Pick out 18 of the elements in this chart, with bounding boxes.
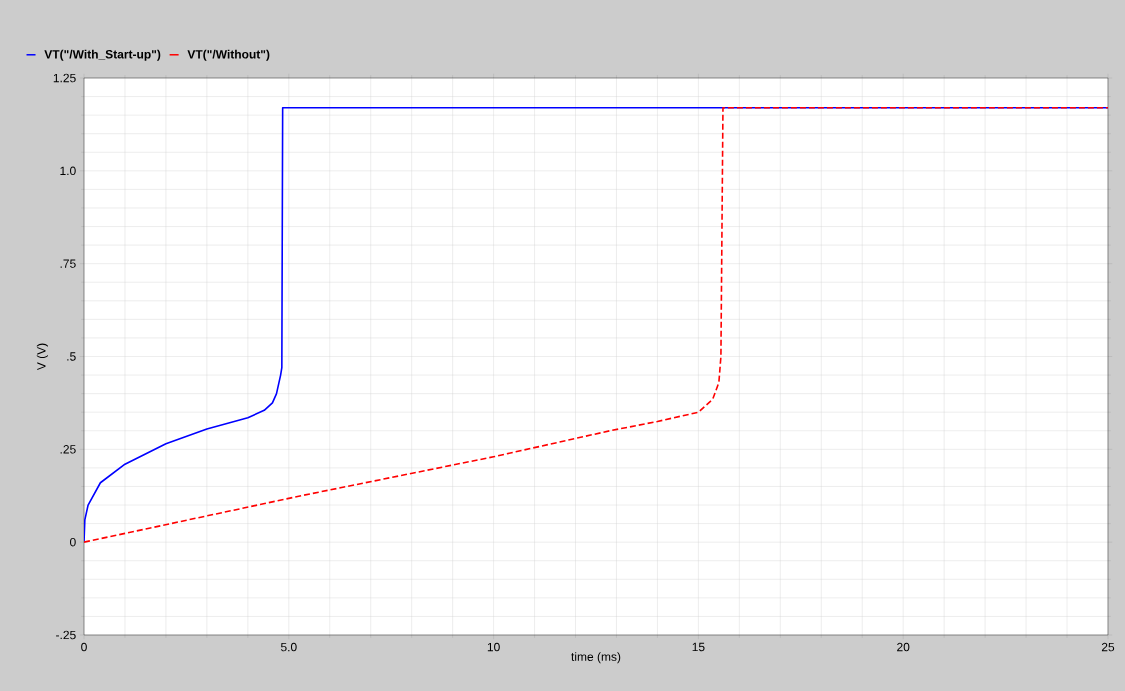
x-axis-title: time (ms) — [571, 652, 621, 664]
y-axis-title: V (V) — [36, 343, 48, 371]
y-tick-label: 1.25 — [53, 73, 76, 83]
x-tick-label: 20 — [897, 642, 910, 652]
x-tick-label: 25 — [1101, 642, 1115, 652]
x-tick-label: 0 — [81, 642, 87, 652]
y-tick-label: 0 — [70, 537, 76, 547]
x-tick-label: 10 — [487, 642, 500, 652]
x-tick-label: 5.0 — [280, 642, 297, 652]
y-tick-label: 1.0 — [60, 166, 76, 176]
y-tick-label: -.25 — [56, 630, 76, 640]
legend-label: VT("/Without") — [187, 49, 270, 61]
line-series — [84, 106, 1108, 543]
legend-label: VT("/With_Start-up") — [44, 49, 161, 61]
y-tick-label: .25 — [60, 445, 76, 454]
y-tick-label: .5 — [67, 352, 76, 361]
y-tick-label: .75 — [60, 259, 76, 268]
x-tick-label: 15 — [692, 642, 705, 652]
